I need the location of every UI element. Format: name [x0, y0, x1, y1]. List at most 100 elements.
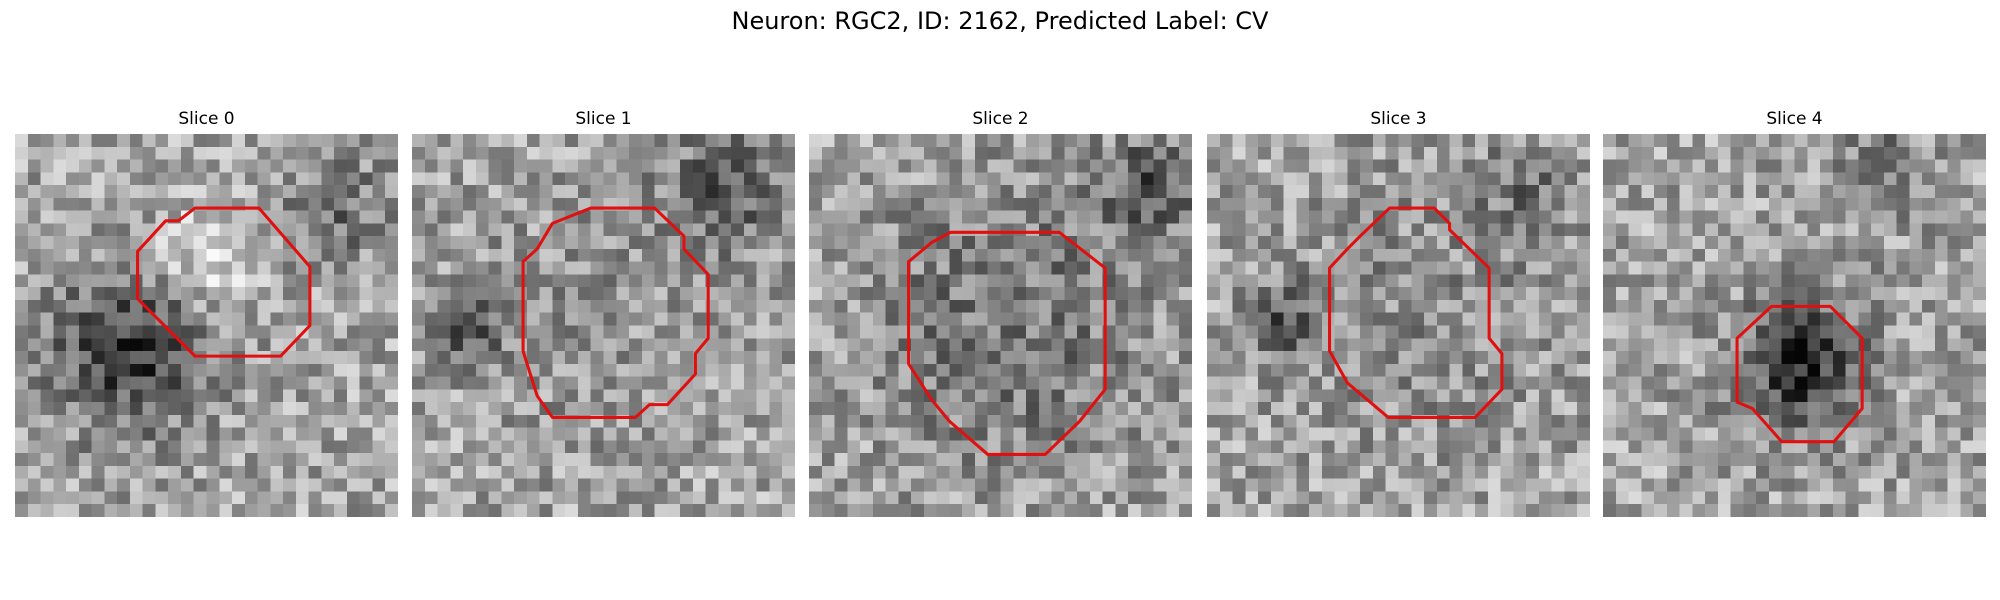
pixel — [769, 427, 783, 441]
pixel — [412, 146, 426, 160]
pixel — [809, 325, 823, 339]
pixel — [219, 274, 233, 288]
pixel — [450, 223, 464, 237]
pixel — [1705, 414, 1719, 429]
pixel — [616, 402, 630, 416]
pixel — [1922, 389, 1936, 403]
pixel — [1526, 159, 1540, 173]
pixel — [1026, 440, 1040, 454]
pixel — [142, 134, 156, 148]
pixel — [987, 338, 1001, 352]
pixel — [577, 261, 592, 275]
pixel — [1717, 134, 1732, 148]
pixel — [860, 491, 874, 505]
pixel — [1654, 440, 1668, 454]
pixel — [424, 376, 438, 390]
pixel — [1615, 223, 1629, 237]
pixel — [1538, 312, 1553, 326]
pixel — [860, 363, 874, 377]
pixel — [15, 134, 29, 148]
pixel — [834, 261, 848, 275]
pixel — [1309, 172, 1323, 186]
pixel — [501, 414, 515, 429]
pixel — [1064, 172, 1078, 186]
pixel — [936, 465, 950, 480]
pixel — [526, 299, 541, 314]
pixel — [295, 478, 310, 492]
pixel — [718, 402, 732, 416]
pixel — [1717, 402, 1732, 416]
pixel — [1153, 223, 1167, 237]
pixel — [1347, 159, 1361, 173]
pixel — [359, 236, 373, 250]
pixel — [1526, 376, 1540, 390]
pixel — [1973, 363, 1986, 377]
pixel — [1500, 172, 1514, 186]
pixel — [1551, 478, 1565, 492]
pixel — [206, 325, 220, 339]
pixel — [27, 134, 41, 148]
pixel — [1089, 504, 1104, 517]
pixel — [974, 389, 989, 403]
pixel — [1781, 223, 1795, 237]
pixel — [244, 287, 258, 301]
pixel — [1296, 338, 1310, 352]
pixel — [1436, 465, 1450, 480]
pixel — [308, 427, 322, 441]
pixel — [1051, 491, 1065, 505]
pixel — [974, 287, 989, 301]
pixel — [1270, 274, 1284, 288]
pixel — [117, 402, 131, 416]
pixel — [155, 402, 169, 416]
pixel — [1232, 210, 1246, 224]
pixel — [1321, 504, 1336, 517]
pixel — [1077, 363, 1091, 377]
pixel — [1603, 351, 1617, 365]
pixel — [923, 210, 938, 224]
pixel — [129, 185, 144, 199]
pixel — [1781, 248, 1795, 263]
pixel — [104, 351, 118, 365]
pixel — [1551, 223, 1565, 237]
pixel — [782, 274, 795, 288]
pixel — [1398, 351, 1412, 365]
pixel — [257, 491, 271, 505]
pixel — [1077, 325, 1091, 339]
pixel — [1628, 491, 1642, 505]
pixel — [885, 478, 899, 492]
pixel — [962, 134, 976, 148]
pixel — [1934, 453, 1949, 467]
pixel — [1871, 312, 1885, 326]
pixel — [1411, 146, 1425, 160]
pixel — [1743, 172, 1757, 186]
pixel — [718, 299, 732, 314]
pixel — [1128, 236, 1142, 250]
pixel — [552, 223, 566, 237]
pixel — [270, 299, 284, 314]
pixel — [809, 376, 823, 390]
pixel — [1730, 504, 1744, 517]
pixel — [629, 185, 643, 199]
pixel — [1449, 389, 1463, 403]
pixel — [692, 236, 707, 250]
pixel — [1360, 248, 1374, 263]
pixel — [756, 197, 770, 211]
pixel — [1258, 287, 1272, 301]
pixel — [603, 427, 617, 441]
pixel — [1692, 453, 1706, 467]
pixel — [321, 248, 335, 263]
pixel — [756, 453, 770, 467]
pixel — [1692, 172, 1706, 186]
pixel — [1820, 338, 1834, 352]
contour — [907, 230, 1107, 456]
pixel — [885, 185, 899, 199]
pixel — [437, 159, 451, 173]
pixel — [1334, 504, 1348, 517]
pixel — [168, 363, 182, 377]
pixel — [104, 478, 118, 492]
pixel — [180, 134, 195, 148]
pixel — [1666, 223, 1680, 237]
pixel — [1756, 197, 1770, 211]
pixel — [1411, 274, 1425, 288]
pixel — [769, 338, 783, 352]
